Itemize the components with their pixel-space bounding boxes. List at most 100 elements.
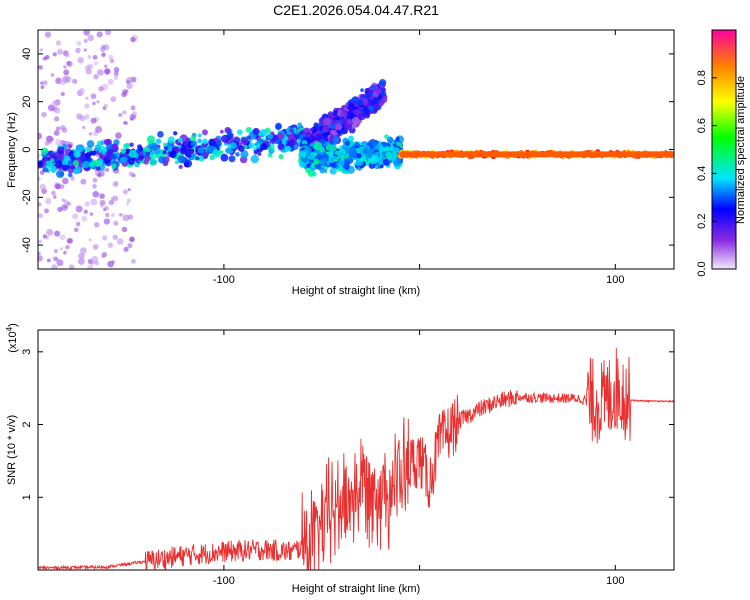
heat-cell [92,244,99,250]
heat-cell [87,264,94,269]
heat-cell [67,144,72,149]
heat-cell [39,81,44,85]
heat-cell [123,246,129,252]
heat-cell [85,96,89,100]
heat-cell [358,148,364,154]
heat-cell [204,152,210,157]
heat-cell [278,154,284,160]
heat-cell [107,260,114,268]
heat-cell [93,74,99,80]
heat-cell [52,256,58,262]
heat-cell [236,129,243,135]
heat-cell [39,183,46,191]
colorbar-tick-label: 0.6 [696,118,708,133]
heat-cell [329,114,335,119]
heat-cell [79,115,86,122]
heat-cell [57,146,65,155]
heat-cell [318,158,328,167]
heat-cell [96,172,102,178]
heat-cell [206,145,215,154]
heat-cell [220,153,229,162]
heat-cell [60,91,65,97]
heat-cell [174,160,179,165]
heat-cell [311,163,316,168]
heat-cell [63,69,70,76]
heat-cell [80,178,87,185]
heat-cell [113,75,118,80]
heat-cell [121,92,127,98]
heat-cell [344,140,351,147]
heat-cell [354,141,360,147]
heat-cell [338,160,344,166]
heat-cell [256,144,261,149]
heat-cell [111,213,115,217]
heat-cell [41,111,47,118]
heat-cell [149,153,154,158]
heat-cell [40,85,45,90]
heat-cell [51,190,56,196]
heat-cell [208,138,216,147]
heat-cell [104,64,108,68]
heat-cell [89,150,94,156]
heat-cell [309,154,316,161]
heat-cell [105,212,110,218]
heat-cell [38,251,41,256]
heat-cell [381,141,388,148]
heat-cell [104,68,111,75]
y-tick-label: -20 [21,189,33,205]
heat-cell [323,132,329,138]
heat-cell [101,52,106,57]
heat-cell [96,31,103,38]
heat-cell [94,144,101,151]
heat-cell [51,100,59,108]
heat-cell [120,148,127,154]
heat-cell [348,135,354,142]
heat-cell [53,130,60,136]
heat-cell [100,141,105,146]
heat-cell [112,195,119,202]
heat-cell [329,123,336,130]
y-tick-label: 1 [21,494,33,500]
heat-cell [149,142,159,152]
heat-cell [173,131,178,136]
heat-cell [80,247,87,254]
heat-cell [289,128,295,133]
heat-cell [88,132,93,136]
heat-cell [93,61,98,66]
heat-cell [122,214,130,222]
heat-cell [285,145,292,152]
heat-cell [92,55,98,60]
heat-cell [198,155,205,162]
heat-cell [96,100,100,104]
heat-cell [122,110,127,115]
heat-cell [61,158,69,166]
y-tick-label: -40 [21,237,33,253]
colorbar-tick-label: 0.8 [696,70,708,85]
heat-cell [358,112,366,121]
heat-cell [110,96,117,103]
heat-cell [287,136,292,141]
heat-cell [131,258,136,264]
heat-cell [103,103,109,108]
heat-cell [311,171,317,177]
heat-cell [67,172,73,178]
heat-cell [229,142,237,149]
heat-cell [386,136,394,144]
heat-cell [378,94,383,99]
heat-cell [368,105,375,112]
heat-cell [44,208,49,214]
figure-title: C2E1.2026.054.04.47.R21 [273,2,439,18]
heat-cell [167,136,175,144]
heat-cell [392,143,397,148]
heat-cell [330,150,334,154]
heat-cell [126,82,133,90]
heat-cell [59,171,64,177]
heat-cell [389,152,398,161]
heat-cell [340,155,345,160]
heat-cell [270,147,275,152]
heat-cell [89,212,94,216]
colorbar-gradient [711,29,737,270]
heat-cell [63,65,67,69]
heat-cell [45,135,53,143]
heat-cell [384,134,389,139]
